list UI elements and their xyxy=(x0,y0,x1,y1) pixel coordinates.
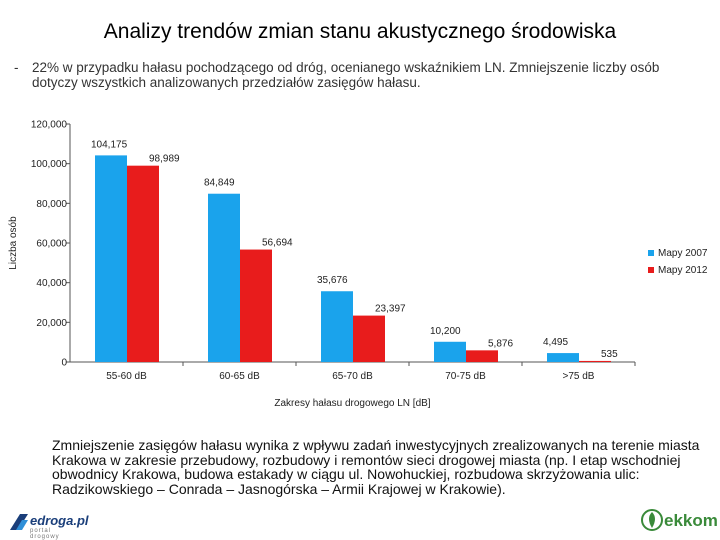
data-label: 84,849 xyxy=(204,178,235,189)
ekkom-logo-name: ekkom xyxy=(664,511,718,530)
bar-mapy-2007 xyxy=(95,155,127,362)
bar-mapy-2012 xyxy=(579,360,611,362)
edroga-logo-name: edroga.pl xyxy=(30,513,89,528)
legend-label: Mapy 2012 xyxy=(658,265,708,276)
y-tick-label: 20,000 xyxy=(36,318,67,329)
y-tick-label: 120,000 xyxy=(31,120,68,131)
x-tick-label: 60-65 dB xyxy=(219,371,260,382)
x-tick-label: 55-60 dB xyxy=(106,371,147,382)
bullet-dash: - xyxy=(14,60,19,75)
edroga-logo-icon xyxy=(10,514,28,530)
y-tick-label: 0 xyxy=(61,358,67,369)
bar-mapy-2007 xyxy=(208,193,240,362)
bar-chart: 0 20,000 40,000 60,000 80,000 100,000 120,000 L… xyxy=(0,110,720,420)
x-tick-label: >75 dB xyxy=(563,371,595,382)
page-title: Analizy trendów zmian stanu akustycznego… xyxy=(103,20,617,43)
chart-svg: 0 20,000 40,000 60,000 80,000 100,000 120,000 L… xyxy=(8,120,708,410)
data-label: 10,200 xyxy=(430,326,461,337)
data-label: 104,175 xyxy=(91,139,128,150)
data-label: 5,876 xyxy=(488,338,513,349)
data-label: 23,397 xyxy=(375,304,406,315)
data-label: 4,495 xyxy=(543,337,568,348)
y-tick-label: 100,000 xyxy=(31,159,68,170)
edroga-logo-subtitle: portal drogowy xyxy=(30,528,60,540)
bullet-text: 22% w przypadku hałasu pochodzącego od d… xyxy=(32,60,660,90)
bar-mapy-2012 xyxy=(127,165,159,362)
y-tick-label: 80,000 xyxy=(36,199,67,210)
bar-mapy-2012 xyxy=(466,350,498,362)
bar-mapy-2012 xyxy=(353,315,385,362)
bar-mapy-2012 xyxy=(240,249,272,362)
bar-mapy-2007 xyxy=(434,341,466,362)
y-tick-label: 60,000 xyxy=(36,239,67,250)
x-tick-label: 70-75 dB xyxy=(445,371,486,382)
bar-mapy-2007 xyxy=(321,291,353,362)
bar-mapy-2007 xyxy=(547,353,579,362)
data-label: 98,989 xyxy=(149,154,180,165)
data-label: 535 xyxy=(601,349,618,360)
summary-bullet: - 22% w przypadku hałasu pochodzącego od… xyxy=(14,60,704,90)
ekkom-logo-icon xyxy=(641,509,663,531)
legend-swatch xyxy=(648,267,654,273)
conclusion-text: Zmniejszenie zasięgów hałasu wynika z wp… xyxy=(52,437,700,497)
legend-label: Mapy 2007 xyxy=(658,248,708,259)
y-axis-label: Liczba osób xyxy=(8,216,19,270)
legend-swatch xyxy=(648,250,654,256)
x-axis-label: Zakresy hałasu drogowego LN [dB] xyxy=(274,398,430,409)
y-tick-label: 40,000 xyxy=(36,278,67,289)
edroga-logo: edroga.pl portal drogowy xyxy=(8,510,89,540)
x-tick-label: 65-70 dB xyxy=(332,371,373,382)
data-label: 56,694 xyxy=(262,238,293,249)
ekkom-logo: ekkom xyxy=(640,506,718,536)
data-label: 35,676 xyxy=(317,275,348,286)
